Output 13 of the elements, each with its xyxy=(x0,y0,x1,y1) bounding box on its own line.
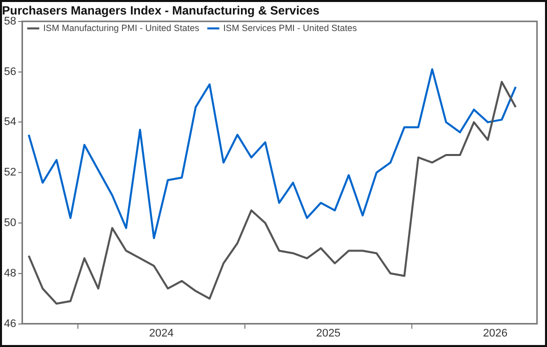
y-tick-label: 48 xyxy=(4,267,16,280)
x-tick-label: 2026 xyxy=(483,327,508,340)
legend-label: ISM Manufacturing PMI - United States xyxy=(43,22,200,33)
y-tick-label: 52 xyxy=(4,166,16,179)
y-tick-label: 56 xyxy=(4,66,16,78)
y-tick-label: 50 xyxy=(4,217,16,230)
y-tick-label: 58 xyxy=(4,15,16,28)
legend-label: ISM Services PMI - United States xyxy=(223,22,358,33)
y-tick-label: 46 xyxy=(4,318,16,330)
chart-title: Purchasers Managers Index - Manufacturing & Services xyxy=(2,4,320,18)
y-tick-label: 54 xyxy=(4,116,16,128)
x-tick-label: 2024 xyxy=(149,327,174,340)
x-tick-label: 2025 xyxy=(316,327,341,340)
